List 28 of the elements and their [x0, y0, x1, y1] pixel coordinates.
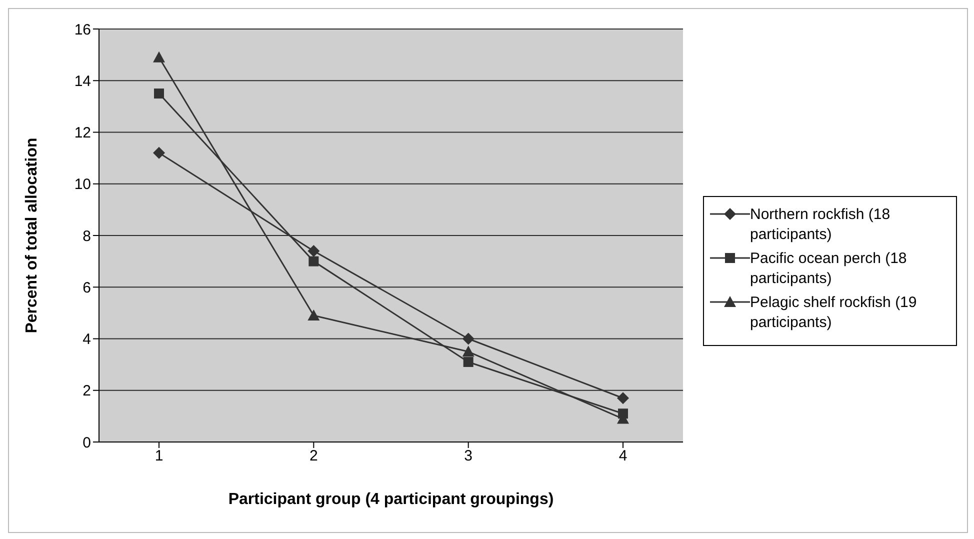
point: [462, 346, 474, 357]
y-tick-label: 14: [74, 72, 91, 90]
x-tick-label: 4: [618, 448, 628, 465]
x-axis-title: Participant group (4 participant groupings): [228, 491, 554, 508]
point: [308, 244, 320, 257]
x-tick-label: 3: [464, 448, 473, 465]
point: [308, 256, 319, 266]
y-tick-label: 10: [74, 176, 91, 194]
y-tick-label: 16: [74, 21, 91, 38]
y-tick-label: 8: [82, 228, 91, 245]
y-tick-label: 2: [82, 382, 91, 400]
point: [153, 146, 165, 159]
y-tick-label: 12: [74, 124, 91, 142]
y-tick-label: 4: [82, 331, 91, 348]
point: [462, 332, 474, 345]
point: [308, 310, 320, 321]
point: [617, 392, 629, 404]
legend-label: Pacific ocean perch (18 participants): [750, 248, 908, 288]
point: [463, 356, 474, 367]
y-tick-label: 0: [82, 434, 91, 452]
legend-label: Northern rockfish (18 participants): [750, 204, 892, 244]
y-axis-title: Percent of total allocation: [24, 138, 41, 334]
x-tick-label: 2: [309, 448, 318, 465]
point: [153, 51, 165, 62]
legend-label: Pelagic shelf rockfish (19 participants): [750, 292, 918, 332]
x-tick-label: 1: [154, 448, 164, 465]
point: [154, 88, 164, 99]
y-tick-label: 6: [82, 279, 91, 296]
